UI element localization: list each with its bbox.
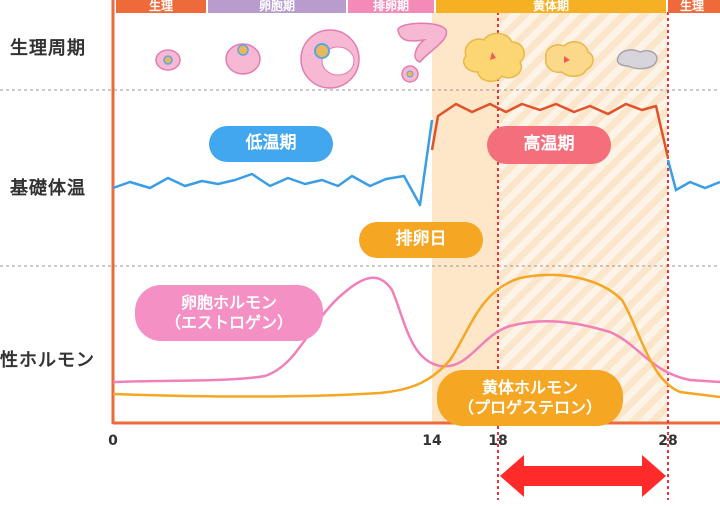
x-tick-14: 14 [422,433,442,449]
ovum-icon-small [155,49,181,71]
row-label-temperature: 基礎体温 [10,178,86,199]
phase-follicular: 卵胞期 [208,0,346,13]
progesterone-pill-line1: 黄体ホルモン [481,378,578,397]
estrogen-curve [112,276,720,384]
phase-ovulatory: 排卵期 [348,0,434,13]
high-temp-line [430,102,670,159]
progesterone-curve [112,273,720,399]
row-label-cycle: 生理周期 [10,38,86,59]
low-temp-line-right [666,159,720,192]
progesterone-pill-line2: （プロゲステロン） [457,398,602,417]
estrogen-pill: 卵胞ホルモン （エストロゲン） [135,285,323,341]
row-label-hormone: 性ホルモン [0,350,95,371]
low-temp-pill: 低温期 [209,126,333,162]
corpus-luteum-icon-2 [544,41,594,77]
follicle-icon-large [300,29,360,89]
ovulation-day-pill: 排卵日 [359,222,483,258]
estrogen-pill-line1: 卵胞ホルモン [180,293,277,312]
corpus-luteum-icon [462,32,525,82]
progesterone-pill: 黄体ホルモン （プロゲステロン） [437,370,623,426]
x-tick-18: 18 [488,433,508,449]
low-temp-line [112,119,434,207]
corpus-albicans-icon [616,49,658,70]
ovulation-icon [397,22,448,83]
phase-menstruation: 生理 [116,0,206,13]
ovum-icon-medium [225,43,261,75]
phase-luteal: 黄体期 [436,0,666,13]
x-tick-0: 0 [108,433,118,449]
estrogen-pill-line2: （エストロゲン） [164,313,293,332]
phase-menstruation-next: 生理 [668,0,720,13]
luteal-span-arrow [500,455,666,497]
high-temp-pill: 高温期 [487,126,611,164]
x-tick-28: 28 [658,433,678,449]
